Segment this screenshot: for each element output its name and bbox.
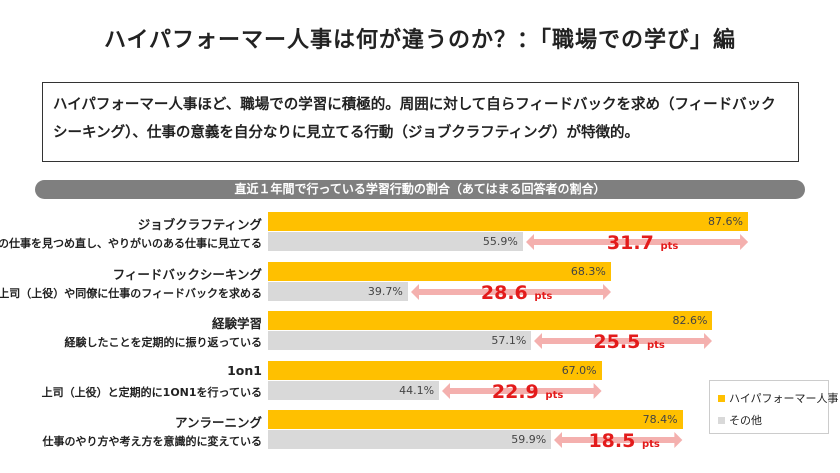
difference-value: 28.6 (480, 281, 528, 304)
difference-arrow (525, 234, 748, 250)
chart-title: 直近１年間で行っている学習行動の割合（あてはまる回答者の割合） (35, 180, 805, 199)
difference-label: 28.6 pts (481, 282, 552, 304)
difference-arrow (442, 382, 602, 399)
category-description: 上司（上役）と定期的に1ON1を行っている (41, 385, 262, 399)
value-label: 87.6% (707, 215, 743, 228)
difference-arrow (410, 283, 611, 300)
difference-label: 22.9 pts (492, 381, 563, 403)
legend-item-other: その他 (718, 412, 762, 428)
category-description: 経験したことを定期的に振り返っている (64, 336, 262, 349)
difference-value: 25.5 (593, 331, 641, 353)
legend-item-high: ハイパフォーマー人事 (718, 390, 839, 406)
difference-unit: pts (641, 439, 660, 450)
legend: ハイパフォーマー人事 その他 (709, 380, 839, 434)
difference-arrow (554, 432, 683, 448)
value-label: 59.9% (511, 433, 547, 446)
category-label: 1on1 (227, 362, 262, 378)
legend-label: ハイパフォーマー人事 (729, 392, 839, 405)
legend-swatch (718, 395, 725, 402)
value-label: 44.1% (399, 383, 435, 397)
category-description: 自分の仕事を見つめ直し、やりがいのある仕事に見立てる (0, 237, 262, 250)
bar-high (268, 311, 713, 330)
value-label: 82.6% (672, 314, 708, 327)
bar-other (268, 281, 408, 301)
value-label: 55.9% (482, 235, 518, 248)
difference-unit: pts (660, 241, 679, 252)
difference-label: 18.5 pts (588, 430, 659, 452)
category-label: 経験学習 (211, 316, 262, 331)
summary-box: ハイパフォーマー人事ほど、職場での学習に積極的。周囲に対して自らフィードバックを… (42, 82, 799, 162)
difference-label: 31.7 pts (607, 232, 678, 254)
bar-high (268, 410, 683, 429)
difference-unit: pts (646, 340, 665, 351)
value-label: 68.3% (570, 264, 606, 278)
category-label: ジョブクラフティング (137, 217, 262, 232)
page-title: ハイパフォーマー人事は何が違うのか？：「職場での学び」編 (103, 28, 737, 53)
difference-unit: pts (545, 389, 564, 401)
bar-other (268, 430, 552, 449)
bar-other (268, 380, 440, 400)
value-label: 39.7% (367, 284, 403, 298)
difference-arrow (534, 333, 713, 349)
category-description: 仕事のやり方や考え方を意識的に変えている (42, 435, 262, 448)
value-label: 57.1% (491, 334, 527, 347)
category-label: フィードバックシーキング (112, 266, 262, 282)
legend-label: その他 (729, 414, 762, 427)
bar-other (268, 331, 532, 350)
value-label: 78.4% (642, 413, 678, 426)
value-label: 67.0% (561, 363, 597, 377)
difference-unit: pts (534, 290, 553, 302)
legend-swatch (718, 417, 725, 424)
bar-high (268, 212, 748, 231)
category-label: アンラーニング (174, 415, 262, 430)
difference-value: 31.7 (606, 232, 654, 254)
bar-other (268, 232, 523, 251)
bar-high (268, 360, 602, 380)
category-description: 上司（上役）や同僚に仕事のフィードバックを求める (0, 286, 262, 300)
difference-value: 18.5 (588, 430, 636, 452)
difference-value: 22.9 (491, 380, 539, 403)
bar-high (268, 261, 611, 281)
difference-label: 25.5 pts (593, 331, 664, 353)
